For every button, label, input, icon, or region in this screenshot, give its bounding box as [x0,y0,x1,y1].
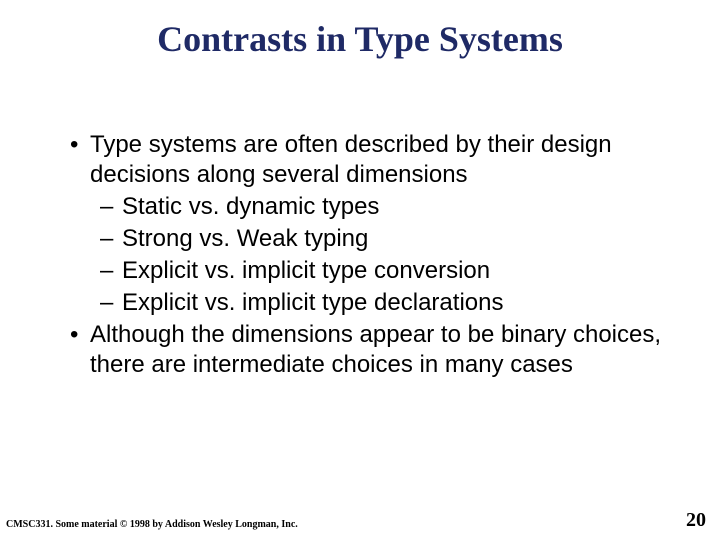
page-number: 20 [686,509,706,532]
bullet-sub-item: Static vs. dynamic types [70,192,670,222]
bullet-item: Although the dimensions appear to be bin… [70,320,670,380]
slide: Contrasts in Type Systems Type systems a… [0,0,720,540]
footer-attribution: CMSC331. Some material © 1998 by Addison… [6,519,298,530]
bullet-sub-item: Explicit vs. implicit type conversion [70,256,670,286]
slide-title: Contrasts in Type Systems [0,18,720,60]
bullet-sub-item: Explicit vs. implicit type declarations [70,288,670,318]
bullet-sub-item: Strong vs. Weak typing [70,224,670,254]
slide-body: Type systems are often described by thei… [70,130,670,382]
bullet-item: Type systems are often described by thei… [70,130,670,190]
